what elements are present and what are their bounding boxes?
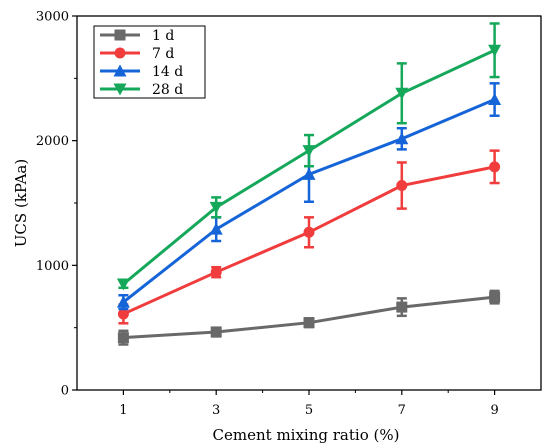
legend-box xyxy=(93,25,206,99)
x-tick-label: 9 xyxy=(490,403,498,418)
data-point xyxy=(488,44,502,57)
x-tick-label: 3 xyxy=(212,403,220,418)
legend-label: 28 d xyxy=(152,82,183,98)
data-point xyxy=(396,301,408,313)
x-axis-label: Cement mixing ratio (%) xyxy=(213,426,400,444)
data-point xyxy=(488,93,502,106)
data-point xyxy=(489,291,501,303)
legend-item: 28 d xyxy=(100,82,183,98)
data-point xyxy=(116,278,130,291)
legend-marker xyxy=(114,47,126,59)
series-1d xyxy=(117,289,501,346)
legend-marker xyxy=(113,83,127,96)
y-tick-label: 0 xyxy=(61,384,69,399)
axes: 1 3 5 7 9 0 1000 2000 3000 xyxy=(36,10,542,418)
data-point xyxy=(210,266,222,278)
data-point xyxy=(210,326,222,338)
data-point xyxy=(209,222,223,235)
y-tick-label: 3000 xyxy=(36,10,69,25)
x-tick-label: 7 xyxy=(398,403,406,418)
data-point xyxy=(303,317,315,329)
legend-label: 1 d xyxy=(152,28,174,44)
x-tick-label: 1 xyxy=(119,403,127,418)
legend-item: 14 d xyxy=(100,64,183,80)
legend-marker xyxy=(114,29,126,41)
legend-item: 7 d xyxy=(100,46,174,62)
data-point xyxy=(395,87,409,100)
legend-marker xyxy=(113,64,127,77)
data-point xyxy=(302,145,316,158)
legend-label: 7 d xyxy=(152,46,174,62)
data-point xyxy=(395,132,409,145)
y-tick-label: 1000 xyxy=(36,259,69,274)
data-marks xyxy=(116,22,502,346)
data-point xyxy=(116,295,130,308)
data-point xyxy=(396,180,408,192)
data-point xyxy=(209,201,223,214)
series-28d xyxy=(116,22,502,291)
data-point xyxy=(117,332,129,344)
series-14d xyxy=(116,82,502,311)
x-tick-label: 5 xyxy=(305,403,313,418)
legend-item: 1 d xyxy=(100,28,174,44)
y-axis-label: UCS (kPAa) xyxy=(12,159,30,247)
data-point xyxy=(302,167,316,180)
legend: 1 d 7 d 14 d 28 d xyxy=(93,25,206,99)
data-point xyxy=(117,308,129,320)
data-point xyxy=(303,226,315,238)
legend-label: 14 d xyxy=(152,64,183,80)
data-point xyxy=(489,161,501,173)
y-tick-label: 2000 xyxy=(36,134,69,149)
